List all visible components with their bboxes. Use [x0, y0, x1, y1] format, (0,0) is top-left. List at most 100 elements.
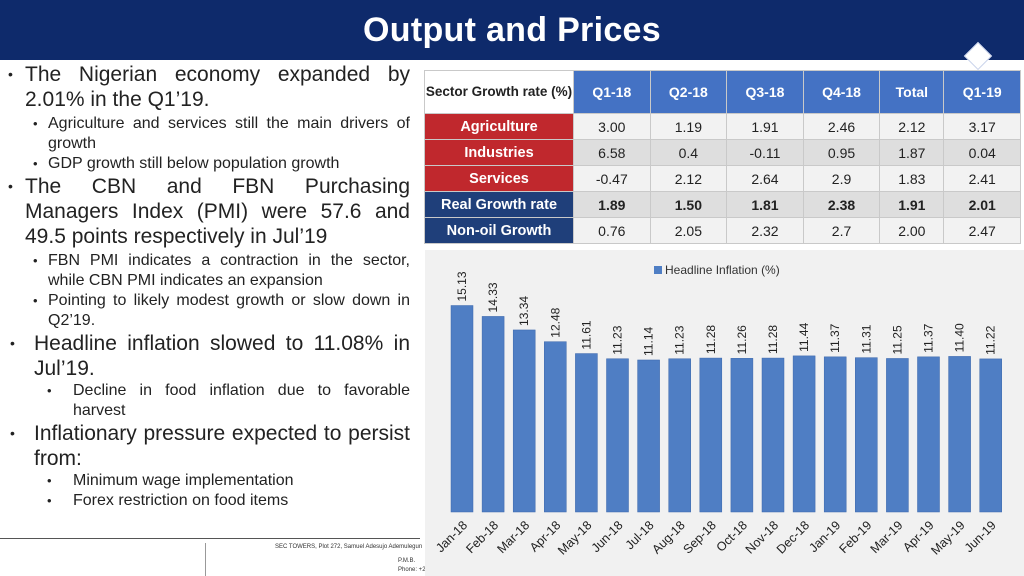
- data-label: 11.23: [611, 325, 625, 354]
- row-label-agriculture: Agriculture: [424, 113, 574, 140]
- x-tick-label: Aug-18: [649, 518, 687, 556]
- data-label: 11.23: [673, 325, 687, 354]
- table-cell: 0.04: [943, 139, 1021, 166]
- bullet-dot-icon: •: [33, 156, 38, 171]
- data-label: 11.37: [922, 323, 936, 352]
- table-cell: 2.38: [802, 191, 881, 218]
- legend-label: Headline Inflation (%): [665, 263, 780, 277]
- row-label-services: Services: [424, 165, 574, 192]
- sub-bullet-text: Decline in food inflation due to favorab…: [73, 382, 410, 419]
- row-label-non-oil-growth: Non-oil Growth: [424, 217, 574, 244]
- table-cell: 3.00: [573, 113, 651, 140]
- bar-aug-18: [668, 358, 691, 513]
- table-cell: 2.12: [879, 113, 945, 140]
- sub-bullet-text: FBN PMI indicates a contraction in the s…: [48, 252, 410, 289]
- x-tick-label: Dec-18: [774, 518, 812, 556]
- sub-bullet: • Minimum wage implementation: [0, 471, 410, 491]
- inflation-chart-svg: Headline Inflation (%) 15.13 Jan-18 14.33 Fe…: [433, 263, 1002, 558]
- table-row: Services -0.47 2.12 2.64 2.9 1.83 2.41: [424, 165, 1021, 192]
- table-cell: 3.17: [943, 113, 1021, 140]
- sub-bullet-text: GDP growth still below population growth: [48, 155, 340, 172]
- table-row: Industries 6.58 0.4 -0.11 0.95 1.87 0.04: [424, 139, 1021, 166]
- bullet-gdp-text: The Nigerian economy expanded by 2.01% i…: [25, 63, 410, 111]
- x-tick-label: Mar-19: [868, 518, 906, 556]
- bar-jul-18: [637, 359, 660, 513]
- x-tick-label: May-19: [928, 518, 967, 557]
- bar-feb-19: [855, 357, 878, 513]
- title-bar: Output and Prices: [0, 0, 1024, 60]
- bullet-pressure: • Inflationary pressure expected to persi…: [0, 421, 410, 471]
- bar-apr-18: [544, 341, 567, 513]
- sector-growth-table: Sector Growth rate (%) Q1-18 Q2-18 Q3-18…: [424, 70, 1021, 244]
- bullet-gdp: • The Nigerian economy expanded by 2.01% …: [0, 62, 410, 112]
- table-column-header: Q3-18: [726, 70, 804, 114]
- footer-box: [205, 543, 421, 576]
- sub-bullet: • Pointing to likely modest growth or slo…: [0, 291, 410, 331]
- footer-address: SEC TOWERS, Plot 272, Samuel Adesujo Ade…: [275, 544, 423, 550]
- table-column-header: Q1-18: [573, 70, 651, 114]
- table-column-header: Q4-18: [802, 70, 881, 114]
- bar-dec-18: [792, 355, 816, 513]
- bar-feb-18: [481, 316, 505, 513]
- table-cell: 1.87: [879, 139, 945, 166]
- bar-jan-18: [450, 305, 474, 513]
- table-cell: 1.50: [649, 191, 728, 218]
- legend-swatch: [654, 266, 662, 274]
- sub-bullet: • GDP growth still below population growt…: [0, 154, 410, 174]
- table-cell: 1.89: [573, 191, 651, 218]
- sub-bullet-text: Minimum wage implementation: [73, 472, 294, 489]
- table-cell: 2.47: [943, 217, 1021, 244]
- table-cell: 2.46: [802, 113, 881, 140]
- bar-may-18: [575, 353, 598, 513]
- bar-mar-19: [886, 358, 909, 513]
- x-tick-label: May-18: [555, 518, 594, 557]
- data-label: 11.44: [797, 322, 811, 351]
- bullet-dot-icon: •: [10, 335, 15, 351]
- bullet-dot-icon: •: [47, 473, 52, 488]
- table-cell: 1.91: [726, 113, 804, 140]
- data-label: 11.28: [704, 325, 718, 354]
- data-label: 11.61: [579, 320, 593, 349]
- bar-oct-18: [730, 358, 754, 513]
- data-label: 13.34: [517, 296, 531, 326]
- table-header-row: Sector Growth rate (%) Q1-18 Q2-18 Q3-18…: [424, 70, 1021, 114]
- bar-nov-18: [761, 357, 785, 513]
- table-cell: 2.7: [802, 217, 881, 244]
- footer-line3: Phone: +2: [398, 567, 426, 573]
- data-label: 11.26: [735, 325, 749, 354]
- bar-jun-19: [979, 358, 1002, 513]
- data-label: 12.48: [548, 307, 562, 337]
- table-column-header: Total: [879, 70, 945, 114]
- sub-bullet-text: Forex restriction on food items: [73, 492, 289, 509]
- slide-title: Output and Prices: [363, 10, 661, 49]
- bullet-dot-icon: •: [8, 66, 13, 82]
- bullet-pressure-text: Inflationary pressure expected to persis…: [34, 422, 410, 470]
- data-label: 11.40: [953, 323, 967, 352]
- x-tick-label: Jun-19: [962, 518, 999, 555]
- x-tick-label: Mar-18: [494, 518, 532, 556]
- footer-divider: [0, 538, 420, 539]
- bullet-dot-icon: •: [33, 253, 38, 268]
- footer-line2: P.M.B.: [398, 558, 416, 564]
- bullet-dot-icon: •: [47, 383, 52, 398]
- table-cell: 1.81: [726, 191, 804, 218]
- sub-bullet: • Decline in food inflation due to favora…: [0, 381, 410, 421]
- sub-bullet-text: Pointing to likely modest growth or slow…: [48, 292, 410, 329]
- table-cell: 0.95: [802, 139, 881, 166]
- x-tick-label: Jan-18: [433, 518, 470, 555]
- table-cell: 2.32: [726, 217, 804, 244]
- data-label: 11.22: [984, 325, 998, 354]
- bar-mar-18: [512, 329, 536, 513]
- data-label: 14.33: [486, 282, 500, 312]
- bullet-dot-icon: •: [10, 425, 15, 441]
- x-tick-label: Jan-19: [806, 518, 843, 555]
- x-tick-label: Feb-19: [837, 518, 875, 556]
- table-cell: 1.83: [879, 165, 945, 192]
- table-column-header: Q1-19: [943, 70, 1021, 114]
- table-cell: 2.01: [943, 191, 1021, 218]
- table-row: Agriculture 3.00 1.19 1.91 2.46 2.12 3.1…: [424, 113, 1021, 140]
- data-label: 11.37: [828, 323, 842, 352]
- table-cell: 2.00: [879, 217, 945, 244]
- row-label-industries: Industries: [424, 139, 574, 166]
- sub-bullet: • Agriculture and services still the main…: [0, 114, 410, 154]
